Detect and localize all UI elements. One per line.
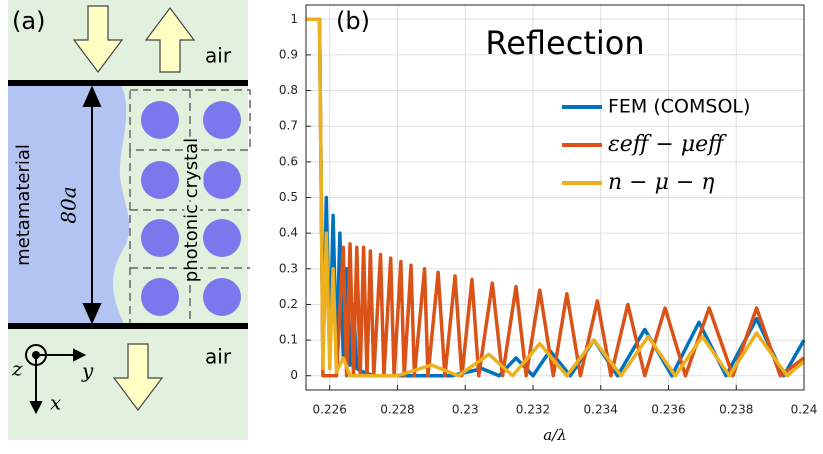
- rods: [141, 101, 241, 316]
- x-tick-label: 0.23: [452, 403, 479, 417]
- x-tick-label: 0.232: [516, 403, 550, 417]
- legend-label: FEM (COMSOL): [608, 96, 750, 118]
- coordinate-axes: [25, 344, 87, 415]
- series-line: [306, 17, 806, 378]
- y-tick-label: 1: [290, 12, 298, 26]
- x-tick-label: 0.236: [651, 403, 685, 417]
- x-tick-label: 0.238: [719, 403, 753, 417]
- series-line: [306, 17, 806, 378]
- y-tick-label: 0.8: [279, 83, 298, 97]
- y-tick-label: 0.4: [279, 226, 298, 240]
- y-tick-label: 0.3: [279, 261, 298, 275]
- legend-label: n − μ − η: [608, 170, 715, 195]
- axis-x: x: [50, 391, 61, 415]
- axis-z: z: [11, 357, 23, 381]
- metamaterial-label: metamaterial: [13, 144, 34, 266]
- unit-cells: [129, 89, 251, 326]
- arrows: [72, 5, 196, 411]
- x-tick-label: 0.234: [584, 403, 618, 417]
- panel-label: (b): [336, 7, 370, 35]
- thickness-label: 80a: [57, 186, 81, 223]
- y-tick-label: 0.1: [279, 333, 298, 347]
- reflection-chart: 0 0.1 0.2 0.3 0.4 0.5 0.6 0.7 0.8 0.9 1 0.226 0.228 0…: [279, 4, 818, 444]
- x-tick-label: 0.228: [380, 403, 414, 417]
- panel-label: (a): [12, 7, 45, 35]
- legend-label: εeff − μeff: [608, 132, 727, 157]
- crystal-label: photonic crystal: [181, 138, 202, 282]
- air-label: air: [205, 345, 232, 369]
- x-tick-label: 0.226: [313, 403, 347, 417]
- x-tick-label: 0.24: [791, 403, 818, 417]
- x-axis-label: a/λ: [543, 426, 567, 444]
- y-tick-label: 0.2: [279, 297, 298, 311]
- y-tick-label: 0.6: [279, 154, 298, 168]
- chart-title: Reflection: [485, 24, 644, 62]
- air-label: air: [205, 44, 232, 68]
- y-tick-label: 0.9: [279, 47, 298, 61]
- axes-frame: [305, 4, 805, 391]
- y-tick-label: 0.5: [279, 190, 298, 204]
- schematic: (a) air air metamaterial 80a photonic cr…: [8, 0, 251, 440]
- metamaterial-region: [8, 83, 130, 326]
- thickness-arrow: [82, 85, 102, 325]
- axis-y: y: [81, 359, 94, 383]
- y-tick-label: 0: [290, 368, 298, 382]
- y-tick-label: 0.7: [279, 119, 298, 133]
